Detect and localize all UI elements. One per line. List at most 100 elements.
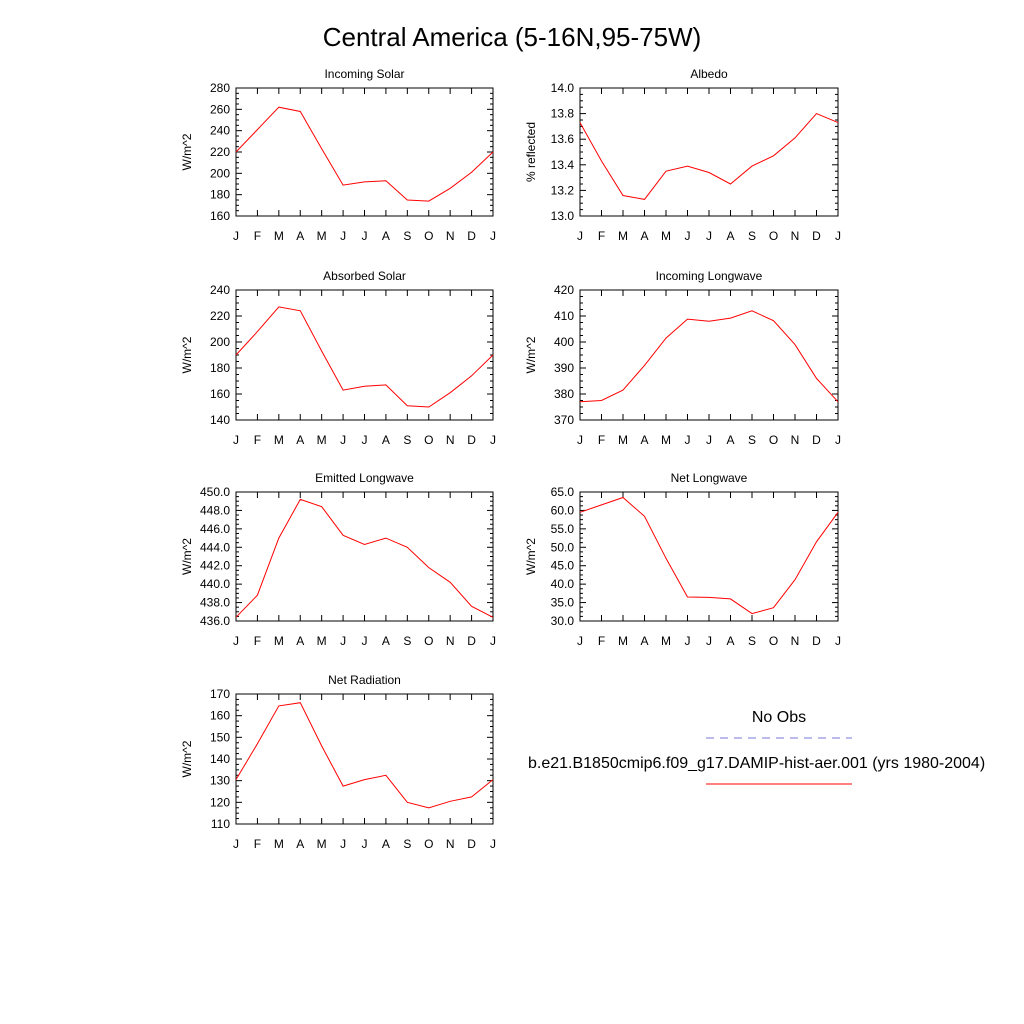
x-tick-label: J <box>233 837 239 851</box>
y-tick-label: 440.0 <box>200 577 230 591</box>
x-tick-label: J <box>835 229 841 243</box>
y-tick-label: 160 <box>210 387 230 401</box>
series-line <box>579 310 839 403</box>
x-tick-label: J <box>490 433 496 447</box>
x-tick-label: J <box>685 634 691 648</box>
x-tick-label: D <box>467 837 476 851</box>
y-tick-label: 60.0 <box>551 503 575 517</box>
x-tick-label: M <box>618 229 628 243</box>
plot-frame <box>579 87 839 217</box>
x-tick-label: S <box>748 634 756 648</box>
x-tick-label: M <box>274 433 284 447</box>
y-tick-label: 13.6 <box>551 132 575 146</box>
plot-frame <box>235 87 494 217</box>
plot-frame <box>579 491 839 622</box>
y-tick-label: 260 <box>210 102 230 116</box>
y-tick-label: 438.0 <box>200 596 230 610</box>
y-tick-label: 442.0 <box>200 559 230 573</box>
x-tick-label: D <box>467 229 476 243</box>
x-tick-label: A <box>726 433 734 447</box>
x-tick-label: J <box>233 433 239 447</box>
series-line <box>235 306 494 408</box>
y-tick-label: 446.0 <box>200 522 230 536</box>
y-tick-label: 390 <box>554 361 574 375</box>
series-line <box>579 496 839 615</box>
y-tick-label: 30.0 <box>551 614 575 628</box>
x-tick-label: A <box>640 433 648 447</box>
y-axis-label: W/m^2 <box>180 740 194 777</box>
x-tick-label: J <box>706 433 712 447</box>
x-tick-label: S <box>403 229 411 243</box>
panel-title: Incoming Longwave <box>656 269 763 283</box>
x-tick-label: A <box>726 634 734 648</box>
x-tick-label: J <box>685 229 691 243</box>
panel-title: Emitted Longwave <box>315 471 414 485</box>
y-tick-label: 170 <box>210 687 230 701</box>
x-tick-label: F <box>598 433 605 447</box>
y-tick-label: 13.4 <box>551 158 575 172</box>
x-tick-label: M <box>661 634 671 648</box>
x-tick-label: M <box>274 837 284 851</box>
x-tick-label: J <box>340 837 346 851</box>
x-tick-label: S <box>403 634 411 648</box>
x-tick-label: J <box>835 433 841 447</box>
x-tick-label: M <box>317 229 327 243</box>
legend-obs-label: No Obs <box>752 709 806 726</box>
y-tick-label: 240 <box>210 283 230 297</box>
x-tick-label: A <box>296 634 304 648</box>
x-tick-label: M <box>618 433 628 447</box>
x-tick-label: O <box>769 229 778 243</box>
x-tick-label: J <box>362 634 368 648</box>
x-tick-label: D <box>467 634 476 648</box>
y-tick-label: 420 <box>554 283 574 297</box>
x-tick-label: J <box>340 229 346 243</box>
y-axis-label: % reflected <box>524 122 538 182</box>
x-tick-label: F <box>254 634 261 648</box>
x-tick-label: J <box>362 229 368 243</box>
y-tick-label: 400 <box>554 335 574 349</box>
x-tick-label: M <box>317 634 327 648</box>
x-tick-label: O <box>769 433 778 447</box>
y-tick-label: 130 <box>210 774 230 788</box>
x-tick-label: A <box>296 433 304 447</box>
y-tick-label: 140 <box>210 752 230 766</box>
x-tick-label: S <box>403 837 411 851</box>
y-axis-label: W/m^2 <box>180 538 194 575</box>
x-tick-label: F <box>254 433 261 447</box>
x-tick-label: D <box>812 433 821 447</box>
x-tick-label: J <box>340 433 346 447</box>
x-tick-label: D <box>467 433 476 447</box>
panel-title: Net Radiation <box>328 673 401 687</box>
x-tick-label: F <box>598 229 605 243</box>
x-tick-label: J <box>706 229 712 243</box>
y-tick-label: 13.8 <box>551 107 575 121</box>
y-tick-label: 150 <box>210 730 230 744</box>
x-tick-label: A <box>640 229 648 243</box>
y-tick-label: 410 <box>554 309 574 323</box>
x-tick-label: J <box>490 634 496 648</box>
x-tick-label: D <box>812 229 821 243</box>
x-tick-label: J <box>233 634 239 648</box>
x-tick-label: F <box>254 837 261 851</box>
y-tick-label: 448.0 <box>200 503 230 517</box>
x-tick-label: J <box>835 634 841 648</box>
panel-title: Albedo <box>690 67 728 81</box>
y-tick-label: 13.0 <box>551 209 575 223</box>
x-tick-label: O <box>424 634 433 648</box>
y-tick-label: 200 <box>210 166 230 180</box>
x-tick-label: M <box>274 229 284 243</box>
plot-frame <box>235 289 494 421</box>
y-tick-label: 140 <box>210 413 230 427</box>
x-tick-label: J <box>706 634 712 648</box>
x-tick-label: M <box>618 634 628 648</box>
y-tick-label: 120 <box>210 795 230 809</box>
x-tick-label: N <box>791 634 800 648</box>
series-line <box>579 113 839 200</box>
y-tick-label: 45.0 <box>551 559 575 573</box>
